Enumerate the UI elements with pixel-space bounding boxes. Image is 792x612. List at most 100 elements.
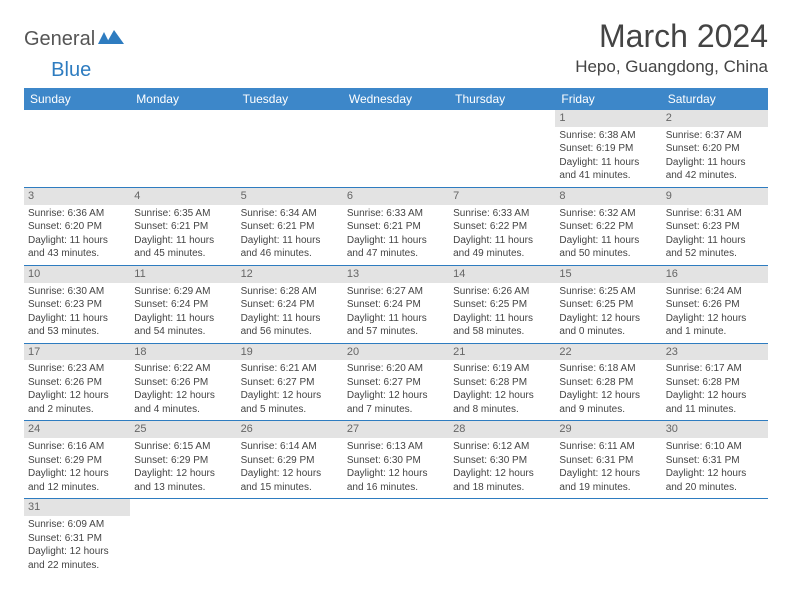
daylight-text: and 8 minutes. <box>453 403 551 417</box>
sunset-text: Sunset: 6:20 PM <box>28 220 126 234</box>
daylight-text: and 57 minutes. <box>347 325 445 339</box>
daylight-text: and 45 minutes. <box>134 247 232 261</box>
daylight-text: Daylight: 11 hours <box>134 312 232 326</box>
day-cell: . <box>449 110 555 187</box>
daylight-text: and 41 minutes. <box>559 169 657 183</box>
day-number: 29 <box>555 421 661 438</box>
sunset-text: Sunset: 6:28 PM <box>559 376 657 390</box>
daylight-text: Daylight: 11 hours <box>241 234 339 248</box>
sunset-text: Sunset: 6:30 PM <box>347 454 445 468</box>
daylight-text: Daylight: 12 hours <box>28 545 126 559</box>
weekday-header: Friday <box>555 88 661 110</box>
flag-icon <box>98 30 124 48</box>
daylight-text: and 1 minute. <box>666 325 764 339</box>
day-cell: 24Sunrise: 6:16 AMSunset: 6:29 PMDayligh… <box>24 421 130 499</box>
day-cell: . <box>130 499 236 576</box>
sunrise-text: Sunrise: 6:26 AM <box>453 285 551 299</box>
day-cell: 13 Sunrise: 6:27 AMSunset: 6:24 PMDayligh… <box>343 265 449 343</box>
day-cell: 1Sunrise: 6:38 AMSunset: 6:19 PMDaylight… <box>555 110 661 187</box>
daylight-text: and 7 minutes. <box>347 403 445 417</box>
day-cell: 26Sunrise: 6:14 AMSunset: 6:29 PMDayligh… <box>237 421 343 499</box>
sunset-text: Sunset: 6:21 PM <box>134 220 232 234</box>
sunrise-text: Sunrise: 6:37 AM <box>666 129 764 143</box>
day-cell: 15Sunrise: 6:25 AMSunset: 6:25 PMDayligh… <box>555 265 661 343</box>
daylight-text: Daylight: 11 hours <box>241 312 339 326</box>
sunset-text: Sunset: 6:24 PM <box>347 298 445 312</box>
sunrise-text: Sunrise: 6:33 AM <box>453 207 551 221</box>
daylight-text: and 18 minutes. <box>453 481 551 495</box>
daylight-text: Daylight: 12 hours <box>559 467 657 481</box>
daylight-text: Daylight: 11 hours <box>453 234 551 248</box>
daylight-text: and 54 minutes. <box>134 325 232 339</box>
sunset-text: Sunset: 6:31 PM <box>559 454 657 468</box>
day-cell: 12Sunrise: 6:28 AMSunset: 6:24 PMDayligh… <box>237 265 343 343</box>
daylight-text: and 13 minutes. <box>134 481 232 495</box>
day-number: 28 <box>449 421 555 438</box>
weekday-header: Tuesday <box>237 88 343 110</box>
day-cell: . <box>237 499 343 576</box>
day-cell: 18Sunrise: 6:22 AMSunset: 6:26 PMDayligh… <box>130 343 236 421</box>
daylight-text: Daylight: 11 hours <box>347 312 445 326</box>
daylight-text: and 15 minutes. <box>241 481 339 495</box>
sunset-text: Sunset: 6:30 PM <box>453 454 551 468</box>
sunrise-text: Sunrise: 6:34 AM <box>241 207 339 221</box>
week-row: 17Sunrise: 6:23 AMSunset: 6:26 PMDayligh… <box>24 343 768 421</box>
sunset-text: Sunset: 6:27 PM <box>347 376 445 390</box>
day-number: 17 <box>24 344 130 361</box>
daylight-text: and 52 minutes. <box>666 247 764 261</box>
day-number: 15 <box>555 266 661 283</box>
sunrise-text: Sunrise: 6:21 AM <box>241 362 339 376</box>
daylight-text: Daylight: 11 hours <box>559 156 657 170</box>
month-title: March 2024 <box>575 18 768 55</box>
day-cell: . <box>130 110 236 187</box>
sunrise-text: Sunrise: 6:20 AM <box>347 362 445 376</box>
day-number: 6 <box>343 188 449 205</box>
daylight-text: Daylight: 12 hours <box>28 389 126 403</box>
sunset-text: Sunset: 6:23 PM <box>28 298 126 312</box>
day-number: 11 <box>130 266 236 283</box>
sunset-text: Sunset: 6:19 PM <box>559 142 657 156</box>
daylight-text: Daylight: 11 hours <box>666 156 764 170</box>
day-number: 9 <box>662 188 768 205</box>
sunrise-text: Sunrise: 6:32 AM <box>559 207 657 221</box>
day-number: 4 <box>130 188 236 205</box>
daylight-text: and 19 minutes. <box>559 481 657 495</box>
weekday-header: Saturday <box>662 88 768 110</box>
sunset-text: Sunset: 6:29 PM <box>134 454 232 468</box>
sunset-text: Sunset: 6:24 PM <box>241 298 339 312</box>
daylight-text: and 2 minutes. <box>28 403 126 417</box>
sunset-text: Sunset: 6:29 PM <box>28 454 126 468</box>
day-number: 21 <box>449 344 555 361</box>
daylight-text: and 22 minutes. <box>28 559 126 573</box>
daylight-text: and 11 minutes. <box>666 403 764 417</box>
sunrise-text: Sunrise: 6:18 AM <box>559 362 657 376</box>
daylight-text: Daylight: 12 hours <box>28 467 126 481</box>
sunset-text: Sunset: 6:31 PM <box>666 454 764 468</box>
daylight-text: Daylight: 12 hours <box>666 312 764 326</box>
daylight-text: Daylight: 11 hours <box>28 312 126 326</box>
day-cell: 9Sunrise: 6:31 AMSunset: 6:23 PMDaylight… <box>662 187 768 265</box>
sunset-text: Sunset: 6:20 PM <box>666 142 764 156</box>
day-cell: . <box>24 110 130 187</box>
day-number: 8 <box>555 188 661 205</box>
daylight-text: Daylight: 11 hours <box>666 234 764 248</box>
sunset-text: Sunset: 6:24 PM <box>134 298 232 312</box>
week-row: 24Sunrise: 6:16 AMSunset: 6:29 PMDayligh… <box>24 421 768 499</box>
daylight-text: Daylight: 12 hours <box>347 467 445 481</box>
daylight-text: Daylight: 12 hours <box>559 389 657 403</box>
day-number: 13 <box>343 266 449 283</box>
daylight-text: and 50 minutes. <box>559 247 657 261</box>
sunrise-text: Sunrise: 6:27 AM <box>347 285 445 299</box>
day-cell: 7Sunrise: 6:33 AMSunset: 6:22 PMDaylight… <box>449 187 555 265</box>
day-cell: 10Sunrise: 6:30 AMSunset: 6:23 PMDayligh… <box>24 265 130 343</box>
sunrise-text: Sunrise: 6:38 AM <box>559 129 657 143</box>
daylight-text: Daylight: 12 hours <box>347 389 445 403</box>
weekday-header: Sunday <box>24 88 130 110</box>
daylight-text: Daylight: 12 hours <box>559 312 657 326</box>
sunset-text: Sunset: 6:27 PM <box>241 376 339 390</box>
daylight-text: Daylight: 11 hours <box>134 234 232 248</box>
daylight-text: Daylight: 12 hours <box>666 389 764 403</box>
sunrise-text: Sunrise: 6:09 AM <box>28 518 126 532</box>
logo: General <box>24 18 124 51</box>
title-block: March 2024 Hepo, Guangdong, China <box>575 18 768 77</box>
